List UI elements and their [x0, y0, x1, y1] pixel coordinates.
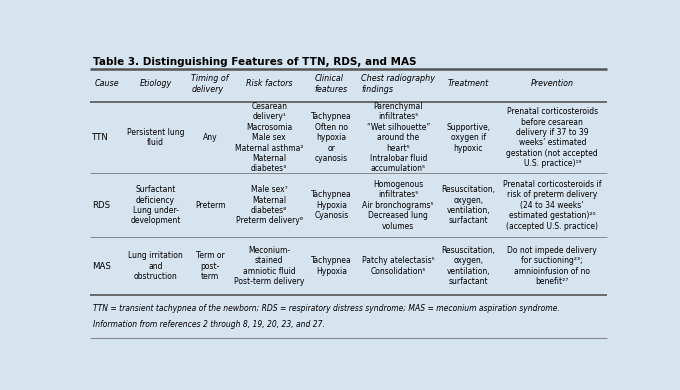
Text: Preterm: Preterm	[194, 201, 225, 210]
Text: RDS: RDS	[92, 201, 111, 210]
Text: Term or
post-
term: Term or post- term	[196, 251, 224, 281]
Text: Cesarean
delivery¹
Macrosomia
Male sex
Maternal asthma²
Maternal
diabetes³: Cesarean delivery¹ Macrosomia Male sex M…	[235, 102, 303, 173]
Text: Treatment: Treatment	[447, 79, 489, 88]
Text: Surfactant
deficiency
Lung under-
development: Surfactant deficiency Lung under- develo…	[131, 185, 181, 225]
Text: Cause: Cause	[95, 79, 120, 88]
Text: Prenatal corticosteroids if
risk of preterm delivery
(24 to 34 weeks’
estimated : Prenatal corticosteroids if risk of pret…	[503, 180, 602, 230]
Text: Prenatal corticosteroids
before cesarean
delivery if 37 to 39
weeks’ estimated
g: Prenatal corticosteroids before cesarean…	[507, 107, 598, 168]
Text: Resuscitation,
oxygen,
ventilation,
surfactant: Resuscitation, oxygen, ventilation, surf…	[441, 246, 495, 286]
Text: Resuscitation,
oxygen,
ventilation,
surfactant: Resuscitation, oxygen, ventilation, surf…	[441, 185, 495, 225]
Text: Tachypnea
Often no
hypoxia
or
cyanosis: Tachypnea Often no hypoxia or cyanosis	[311, 112, 352, 163]
Text: Supportive,
oxygen if
hypoxic: Supportive, oxygen if hypoxic	[446, 123, 490, 152]
Text: Male sex⁷
Maternal
diabetes⁸
Preterm delivery⁶: Male sex⁷ Maternal diabetes⁸ Preterm del…	[236, 185, 303, 225]
Text: Table 3. Distinguishing Features of TTN, RDS, and MAS: Table 3. Distinguishing Features of TTN,…	[93, 57, 416, 67]
Text: TTN = transient tachypnea of the newborn; RDS = respiratory distress syndrome; M: TTN = transient tachypnea of the newborn…	[93, 303, 560, 312]
Text: Persistent lung
fluid: Persistent lung fluid	[127, 128, 184, 147]
Text: Prevention: Prevention	[530, 79, 574, 88]
Text: Meconium-
stained
amniotic fluid
Post-term delivery: Meconium- stained amniotic fluid Post-te…	[234, 246, 305, 286]
Text: Information from references 2 through 8, 19, 20, 23, and 27.: Information from references 2 through 8,…	[93, 320, 325, 329]
Text: Chest radiography
findings: Chest radiography findings	[361, 74, 435, 94]
Text: Lung irritation
and
obstruction: Lung irritation and obstruction	[129, 251, 183, 281]
Text: Risk factors: Risk factors	[246, 79, 292, 88]
Text: Timing of
delivery: Timing of delivery	[191, 74, 229, 94]
Text: Parenchymal
infiltrates⁵
“Wet silhouette”
around the
heart⁵
Intralobar fluid
acc: Parenchymal infiltrates⁵ “Wet silhouette…	[367, 102, 430, 173]
Text: Homogenous
infiltrates⁵
Air bronchograms⁵
Decreased lung
volumes: Homogenous infiltrates⁵ Air bronchograms…	[362, 180, 434, 230]
Text: Etiology: Etiology	[139, 79, 172, 88]
Text: Tachypnea
Hypoxia
Cyanosis: Tachypnea Hypoxia Cyanosis	[311, 190, 352, 220]
Text: Patchy atelectasis⁵
Consolidation⁵: Patchy atelectasis⁵ Consolidation⁵	[362, 256, 435, 276]
Text: Tachypnea
Hypoxia: Tachypnea Hypoxia	[311, 256, 352, 276]
Text: Clinical
features: Clinical features	[315, 74, 348, 94]
Text: Any: Any	[203, 133, 218, 142]
Text: TTN: TTN	[92, 133, 109, 142]
Text: MAS: MAS	[92, 262, 112, 271]
Text: Do not impede delivery
for suctioning²³;
amnioinfusion of no
benefit²⁷: Do not impede delivery for suctioning²³;…	[507, 246, 597, 286]
